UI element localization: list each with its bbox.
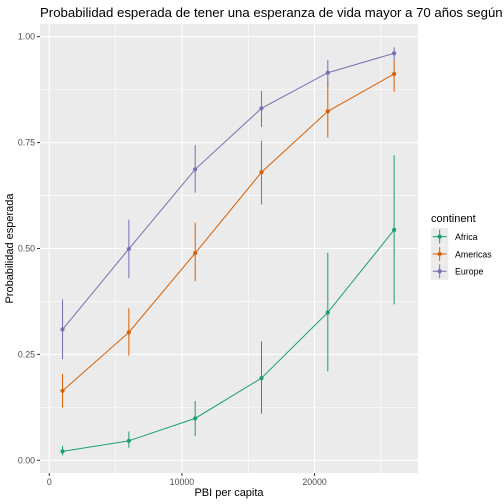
y-tick-label: 0.00: [18, 455, 35, 465]
x-tick-label: 20000: [302, 477, 327, 487]
y-tick-label: 0.50: [18, 244, 35, 254]
x-axis: 0 10000 20000: [47, 473, 327, 487]
data-point-africa: [126, 438, 131, 443]
y-tick-label: 1.00: [18, 32, 35, 42]
legend-label-europe: Europe: [455, 267, 483, 277]
x-tick-label: 10000: [170, 477, 195, 487]
data-point-africa: [259, 376, 264, 381]
legend: continent Africa Americas Europe: [431, 213, 492, 280]
data-point-africa: [325, 310, 330, 315]
x-axis-label: PBI per capita: [194, 487, 264, 499]
series-layer: [60, 47, 397, 456]
data-point-americas: [325, 109, 330, 114]
y-tick-label: 0.25: [18, 349, 35, 359]
data-point-americas: [60, 388, 65, 393]
data-point-americas: [259, 170, 264, 175]
data-point-americas: [392, 71, 397, 77]
series-line-americas: [62, 73, 395, 392]
data-point-europe: [126, 246, 131, 252]
data-point-americas: [193, 251, 198, 256]
data-point-africa: [60, 449, 65, 454]
data-point-africa: [392, 227, 397, 232]
legend-label-africa: Africa: [455, 232, 478, 242]
data-point-africa: [193, 416, 198, 421]
grid-major: [40, 24, 418, 473]
chart-title: Probabilidad esperada de tener una esper…: [40, 5, 504, 20]
data-point-europe: [60, 327, 65, 332]
x-tick-label: 0: [47, 477, 52, 487]
data-point-americas: [126, 330, 131, 335]
series-line-africa: [62, 229, 395, 452]
y-tick-label: 0.75: [18, 138, 35, 148]
data-point-europe: [392, 51, 397, 56]
legend-point-europe: [437, 269, 442, 274]
legend-title: continent: [431, 213, 476, 225]
data-point-europe: [259, 106, 264, 111]
y-axis: 0.00 0.25 0.50 0.75 1.00: [18, 32, 40, 465]
legend-point-americas: [437, 251, 442, 257]
data-point-europe: [325, 70, 330, 75]
legend-label-americas: Americas: [455, 249, 492, 259]
data-point-europe: [193, 167, 198, 172]
series-line-europe: [62, 52, 395, 330]
y-axis-label: Probabilidad esperada: [4, 193, 16, 304]
legend-point-africa: [437, 234, 442, 239]
